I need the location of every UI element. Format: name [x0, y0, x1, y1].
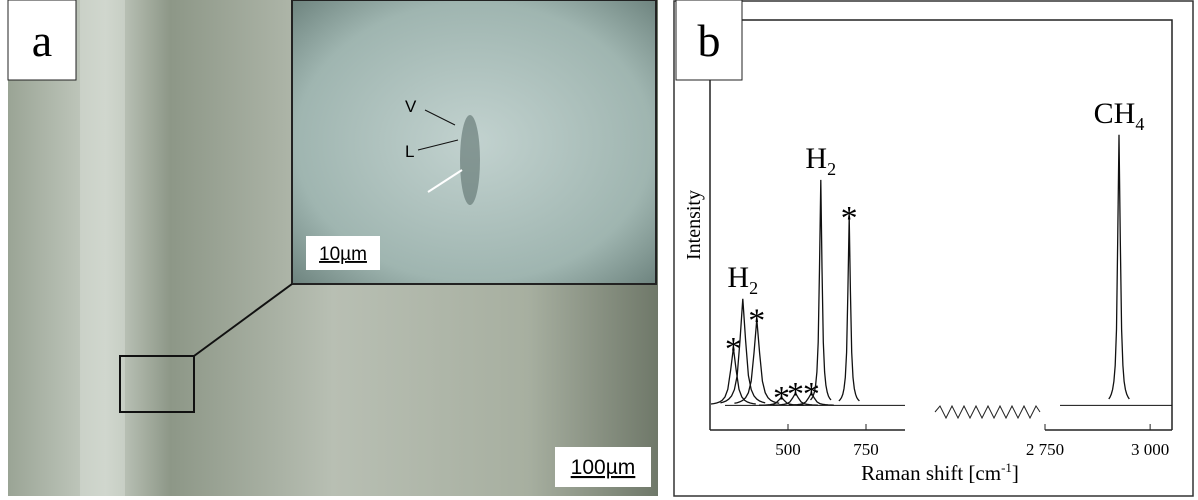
peak-label-sub: 4: [1135, 114, 1144, 134]
x-tick-label: 3 000: [1131, 440, 1169, 459]
peak-label-sub: 2: [749, 278, 758, 298]
x-axis-label-text: Raman shift [cm: [861, 461, 1001, 485]
marker-l: L: [405, 142, 414, 161]
marker-v: V: [405, 97, 417, 116]
inclusion: [460, 115, 480, 205]
scale-label: 100µm: [571, 456, 636, 479]
texture: [80, 0, 125, 496]
figure: V L 10µm 100µm a b Intensity Raman shift…: [0, 0, 1198, 500]
y-axis-label: Intensity: [683, 190, 705, 260]
x-axis-label-end: ]: [1012, 461, 1019, 485]
peak-label-text: H: [727, 261, 749, 294]
peak-label-text: H: [805, 142, 827, 175]
x-tick-label: 2 750: [1026, 440, 1064, 459]
frame: [674, 1, 1193, 496]
x-tick-label: 750: [853, 440, 879, 459]
peak-label-sub: 2: [827, 159, 836, 179]
panel-label: b: [698, 15, 721, 66]
peak-label-text: CH: [1094, 97, 1136, 130]
peak-label: *: [748, 302, 765, 339]
x-axis-label: Raman shift [cm-1]: [861, 460, 1019, 485]
panel-a: V L 10µm 100µm a: [8, 0, 658, 496]
peak-label: *: [803, 376, 820, 413]
peak-label: *: [841, 200, 858, 237]
x-axis-label-sup: -1: [1001, 460, 1012, 475]
peak-label: *: [787, 376, 804, 413]
scale-label: 10µm: [319, 244, 367, 265]
panel-label: a: [32, 15, 52, 66]
x-tick-label: 500: [775, 440, 801, 459]
panel-b: b Intensity Raman shift [cm-1] 500 750 2 7…: [674, 0, 1193, 496]
